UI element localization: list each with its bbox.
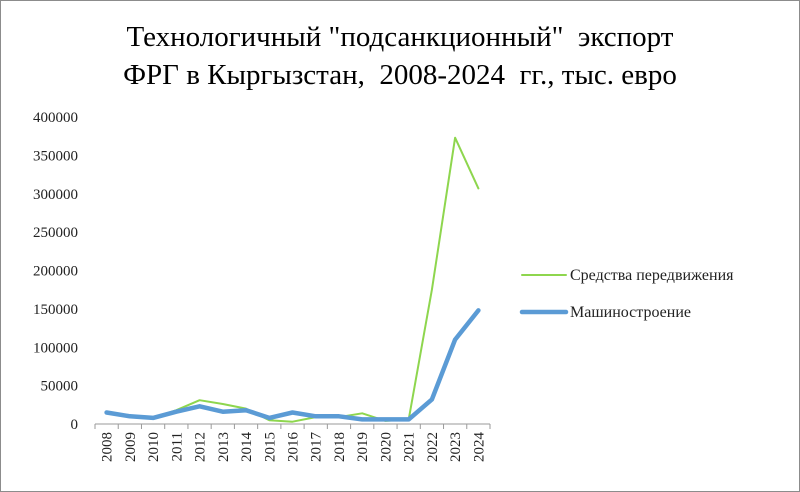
x-tick-label: 2018 (332, 432, 348, 462)
series-line-1 (105, 136, 480, 423)
x-tick-label: 2020 (378, 432, 394, 462)
legend-label-2: Машиностроение (570, 304, 691, 321)
x-tick-label: 2024 (471, 431, 487, 462)
y-tick-label: 200000 (33, 264, 78, 280)
y-tick-label: 150000 (33, 302, 78, 318)
y-tick-label: 0 (71, 417, 79, 433)
y-tick-label: 250000 (33, 225, 78, 241)
x-tick-label: 2014 (239, 432, 255, 463)
chart-title-line-1: Технологичный "подсанкционный" экспорт (126, 21, 674, 53)
y-tick-label: 300000 (33, 187, 78, 203)
y-tick-label: 400000 (33, 110, 78, 126)
y-tick-label: 350000 (33, 148, 78, 164)
legend: Средства передвижения Машиностроение (519, 267, 734, 321)
x-tick-labels: 2008 2009 2010 2011 2012 2013 2014 2015 2016 2017… (100, 431, 488, 462)
x-tick-label: 2013 (216, 432, 232, 462)
x-tick-label: 2008 (100, 432, 116, 462)
y-tick-label: 100000 (33, 340, 78, 356)
x-tick-label: 2016 (286, 432, 302, 463)
chart-title: Технологичный "подсанкционный" экспорт Ф… (0, 18, 800, 94)
y-tick-labels: 0 50000 100000 150000 200000 250000 300000 3500… (33, 110, 78, 433)
x-tick-label: 2012 (193, 432, 209, 462)
x-tick-label: 2010 (146, 432, 162, 462)
x-tick-label: 2009 (123, 432, 139, 462)
series-line-2 (104, 308, 481, 422)
x-tick-label: 2023 (448, 432, 464, 462)
x-tick-label: 2022 (425, 432, 441, 462)
x-tick-label: 2017 (309, 432, 325, 463)
legend-label-1: Средства передвижения (570, 267, 734, 284)
x-tick-label: 2021 (402, 432, 418, 462)
x-tick-label: 2011 (169, 432, 185, 461)
y-tick-label: 50000 (41, 379, 79, 395)
x-tick-label: 2019 (355, 432, 371, 462)
x-tick-label: 2015 (262, 432, 278, 462)
series-lines (104, 136, 481, 423)
axes (94, 423, 491, 429)
chart-title-line-2: ФРГ в Кыргызстан, 2008-2024 гг., тыс. ев… (123, 59, 677, 91)
